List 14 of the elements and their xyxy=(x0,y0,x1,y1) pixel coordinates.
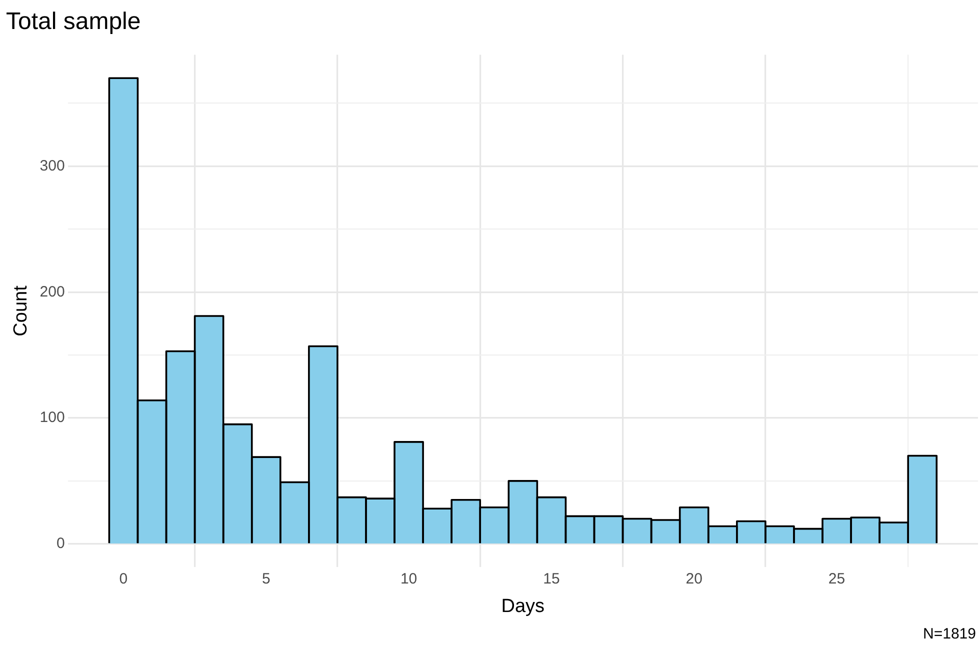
y-tick-label: 200 xyxy=(40,283,65,300)
y-tick-label: 100 xyxy=(40,409,65,426)
chart-title: Total sample xyxy=(6,8,141,36)
y-tick-label: 0 xyxy=(56,535,65,552)
x-tick-label: 25 xyxy=(828,570,846,588)
x-tick-label: 0 xyxy=(119,570,128,588)
x-tick-label: 5 xyxy=(262,570,270,588)
x-tick-label: 15 xyxy=(543,570,560,588)
x-axis-title: Days xyxy=(501,596,545,617)
x-tick-label: 10 xyxy=(400,570,418,588)
text: N=1819 xyxy=(923,626,976,643)
x-tick-label: 20 xyxy=(686,570,702,588)
y-axis-title: Count xyxy=(10,284,32,336)
y-tick-label: 300 xyxy=(40,157,65,174)
